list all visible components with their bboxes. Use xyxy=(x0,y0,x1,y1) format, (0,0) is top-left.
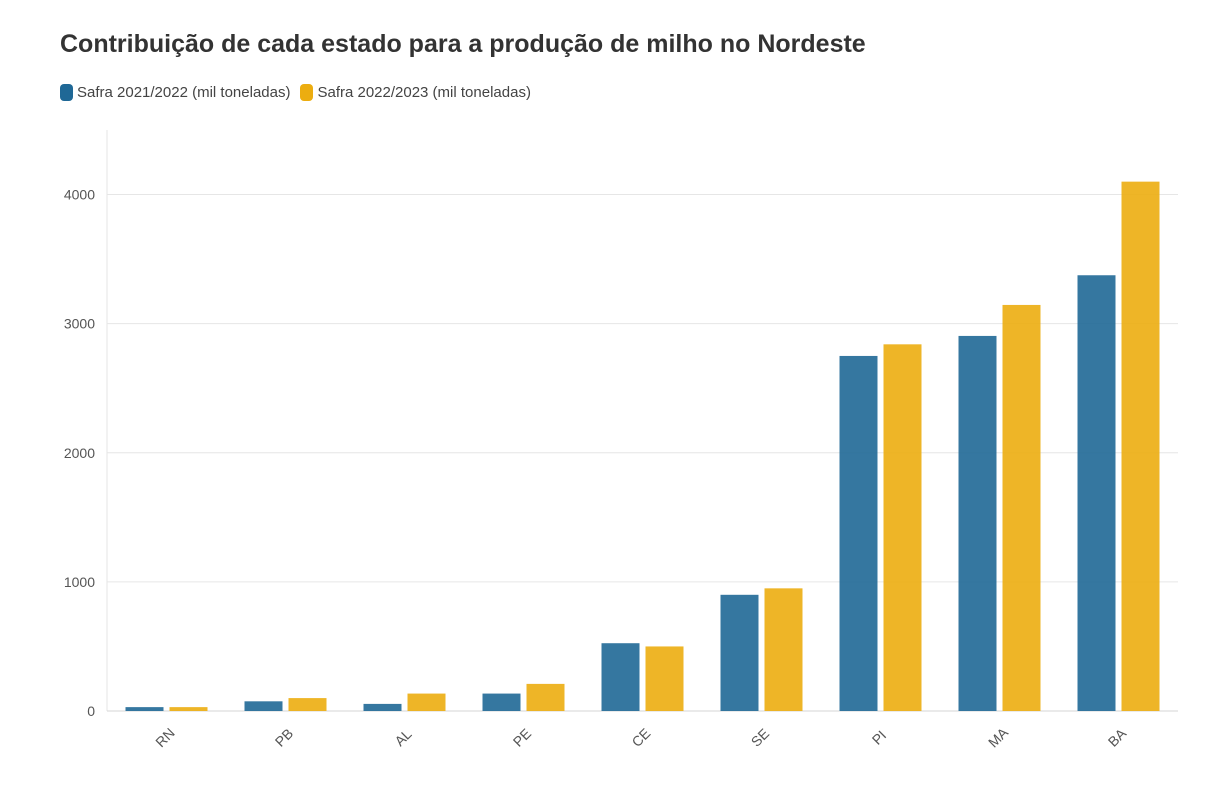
x-tick-label-ba: BA xyxy=(1105,725,1130,750)
bar-rn-series-1[interactable] xyxy=(125,707,164,711)
y-tick-label-4000: 4000 xyxy=(64,187,95,203)
y-tick-label-0: 0 xyxy=(87,703,95,719)
x-tick-label-ce: CE xyxy=(628,725,653,750)
x-tick-label-se: SE xyxy=(748,725,773,750)
bar-pe-series-2[interactable] xyxy=(526,683,565,711)
bar-pi-series-1[interactable] xyxy=(839,355,878,711)
bar-pb-series-1[interactable] xyxy=(244,701,283,711)
bar-se-series-1[interactable] xyxy=(720,594,759,711)
legend-swatch-series-1 xyxy=(60,84,73,101)
bar-pb-series-2[interactable] xyxy=(288,698,327,711)
y-tick-label-2000: 2000 xyxy=(64,445,95,461)
legend-swatch-series-2 xyxy=(300,84,314,101)
bar-rn-series-2[interactable] xyxy=(169,707,208,711)
bar-al-series-2[interactable] xyxy=(407,693,446,711)
bar-ba-series-2[interactable] xyxy=(1121,181,1160,712)
legend: Safra 2021/2022 (mil toneladas) Safra 20… xyxy=(60,84,541,101)
x-tick-label-ma: MA xyxy=(985,724,1012,751)
x-tick-label-pb: PB xyxy=(272,725,297,750)
bar-pe-series-1[interactable] xyxy=(482,693,521,711)
legend-label-series-1: Safra 2021/2022 (mil toneladas) xyxy=(77,84,291,101)
y-tick-label-1000: 1000 xyxy=(64,574,95,590)
legend-item-series-2[interactable]: Safra 2022/2023 (mil toneladas) xyxy=(300,84,531,101)
x-tick-label-pi: PI xyxy=(869,727,890,748)
x-tick-label-pe: PE xyxy=(510,725,535,750)
bar-pi-series-2[interactable] xyxy=(883,344,922,711)
bar-ce-series-1[interactable] xyxy=(601,643,640,711)
bar-se-series-2[interactable] xyxy=(764,588,803,711)
chart-title: Contribuição de cada estado para a produ… xyxy=(60,30,866,58)
y-tick-label-3000: 3000 xyxy=(64,316,95,332)
bar-ma-series-1[interactable] xyxy=(958,335,997,711)
bar-ma-series-2[interactable] xyxy=(1002,304,1041,711)
legend-label-series-2: Safra 2022/2023 (mil toneladas) xyxy=(317,84,531,101)
x-tick-label-al: AL xyxy=(391,726,415,750)
bar-al-series-1[interactable] xyxy=(363,703,402,711)
x-tick-label-rn: RN xyxy=(152,725,178,751)
bar-ba-series-1[interactable] xyxy=(1077,275,1116,711)
legend-item-series-1[interactable]: Safra 2021/2022 (mil toneladas) xyxy=(60,84,290,101)
bar-ce-series-2[interactable] xyxy=(645,646,684,711)
